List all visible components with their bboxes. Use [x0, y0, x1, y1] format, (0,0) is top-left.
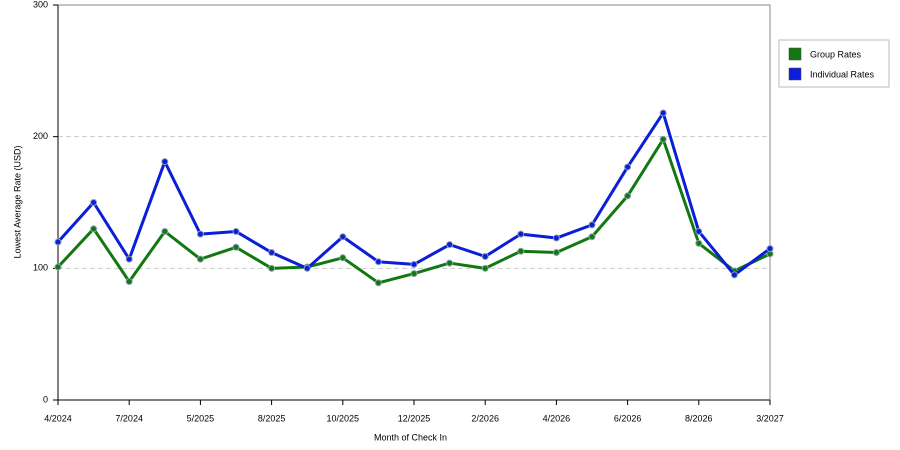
x-tick-label: 8/2025 — [258, 413, 286, 423]
data-point — [196, 255, 204, 263]
data-point — [588, 233, 596, 241]
x-tick-label: 2/2026 — [471, 413, 499, 423]
data-point — [196, 230, 204, 238]
x-axis-label: Month of Check In — [374, 432, 447, 442]
y-tick-label: 300 — [33, 0, 48, 9]
data-point — [90, 199, 98, 206]
data-point — [481, 252, 489, 260]
data-point — [303, 264, 311, 272]
data-point — [446, 241, 454, 249]
data-point — [374, 279, 382, 287]
data-point — [659, 109, 667, 117]
data-point — [268, 264, 276, 272]
data-point — [624, 163, 632, 171]
data-point — [410, 260, 418, 268]
data-point — [552, 249, 560, 257]
data-point — [517, 247, 525, 255]
data-point — [552, 234, 560, 242]
data-point — [588, 221, 596, 229]
data-point — [161, 227, 169, 235]
data-point — [659, 135, 667, 143]
data-point — [481, 264, 489, 272]
y-axis-label: Lowest Average Rate (USD) — [12, 146, 22, 259]
data-point — [730, 271, 738, 279]
x-tick-label: 4/2026 — [543, 413, 571, 423]
x-tick-label: 8/2026 — [685, 413, 713, 423]
x-tick-label: 10/2025 — [327, 413, 360, 423]
legend-label: Individual Rates — [810, 69, 875, 79]
plot-frame — [57, 4, 771, 401]
x-tick-label: 3/2027 — [756, 413, 784, 423]
data-point — [232, 227, 240, 235]
data-point — [161, 158, 169, 166]
data-point — [695, 239, 703, 247]
legend-label: Group Rates — [810, 49, 862, 59]
data-point — [517, 230, 525, 238]
legend-swatch — [788, 67, 802, 81]
x-tick-label: 5/2025 — [187, 413, 215, 423]
x-tick-label: 4/2024 — [44, 413, 72, 423]
data-point — [125, 255, 133, 263]
legend-swatch — [788, 47, 802, 61]
data-point — [268, 249, 276, 257]
data-point — [232, 243, 240, 251]
data-point — [766, 245, 774, 253]
x-tick-label: 7/2024 — [115, 413, 143, 423]
data-point — [695, 227, 703, 235]
data-point — [54, 263, 62, 271]
data-point — [410, 270, 418, 278]
data-point — [54, 238, 62, 246]
x-tick-label: 6/2026 — [614, 413, 642, 423]
data-point — [339, 254, 347, 262]
data-point — [125, 278, 133, 285]
data-point — [374, 258, 382, 266]
y-tick-label: 100 — [33, 263, 48, 273]
data-point — [339, 233, 347, 241]
y-tick-label: 0 — [43, 394, 48, 404]
data-point — [90, 225, 98, 233]
data-point — [446, 259, 454, 267]
data-point — [624, 192, 632, 200]
x-tick-label: 12/2025 — [398, 413, 431, 423]
y-tick-label: 200 — [33, 131, 48, 141]
